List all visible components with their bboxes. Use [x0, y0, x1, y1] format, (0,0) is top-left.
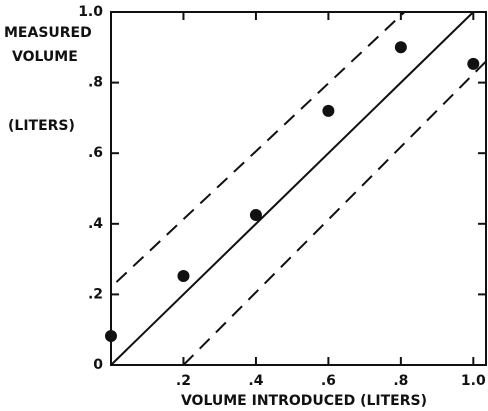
y-label: (LITERS) [8, 118, 75, 134]
data-point [467, 57, 480, 70]
plot-frame [110, 11, 487, 366]
x-tick-label: .6 [321, 373, 336, 389]
y-label: MEASURED [4, 25, 92, 41]
y-tick-label: 0 [93, 357, 103, 373]
data-point [322, 104, 335, 117]
x-label: VOLUME INTRODUCED (LITERS) [181, 393, 427, 409]
y-label: VOLUME [12, 49, 78, 65]
y-tick-label: .2 [88, 286, 103, 302]
data-point [249, 208, 262, 221]
x-tick-label: .4 [248, 373, 263, 389]
y-tick-label: .8 [88, 75, 103, 91]
x-tick-label: .8 [393, 373, 408, 389]
y-tick-label: .4 [88, 216, 103, 232]
reference-line [182, 60, 487, 366]
reference-line [115, 11, 406, 283]
data-point [105, 330, 117, 343]
data-point [177, 270, 190, 283]
y-tick-label: 1.0 [78, 4, 103, 20]
y-tick-label: .6 [88, 145, 103, 161]
x-tick-label: 1.0 [461, 373, 486, 389]
data-point [394, 41, 407, 54]
reference-line [110, 11, 475, 366]
x-tick-label: .2 [176, 373, 191, 389]
